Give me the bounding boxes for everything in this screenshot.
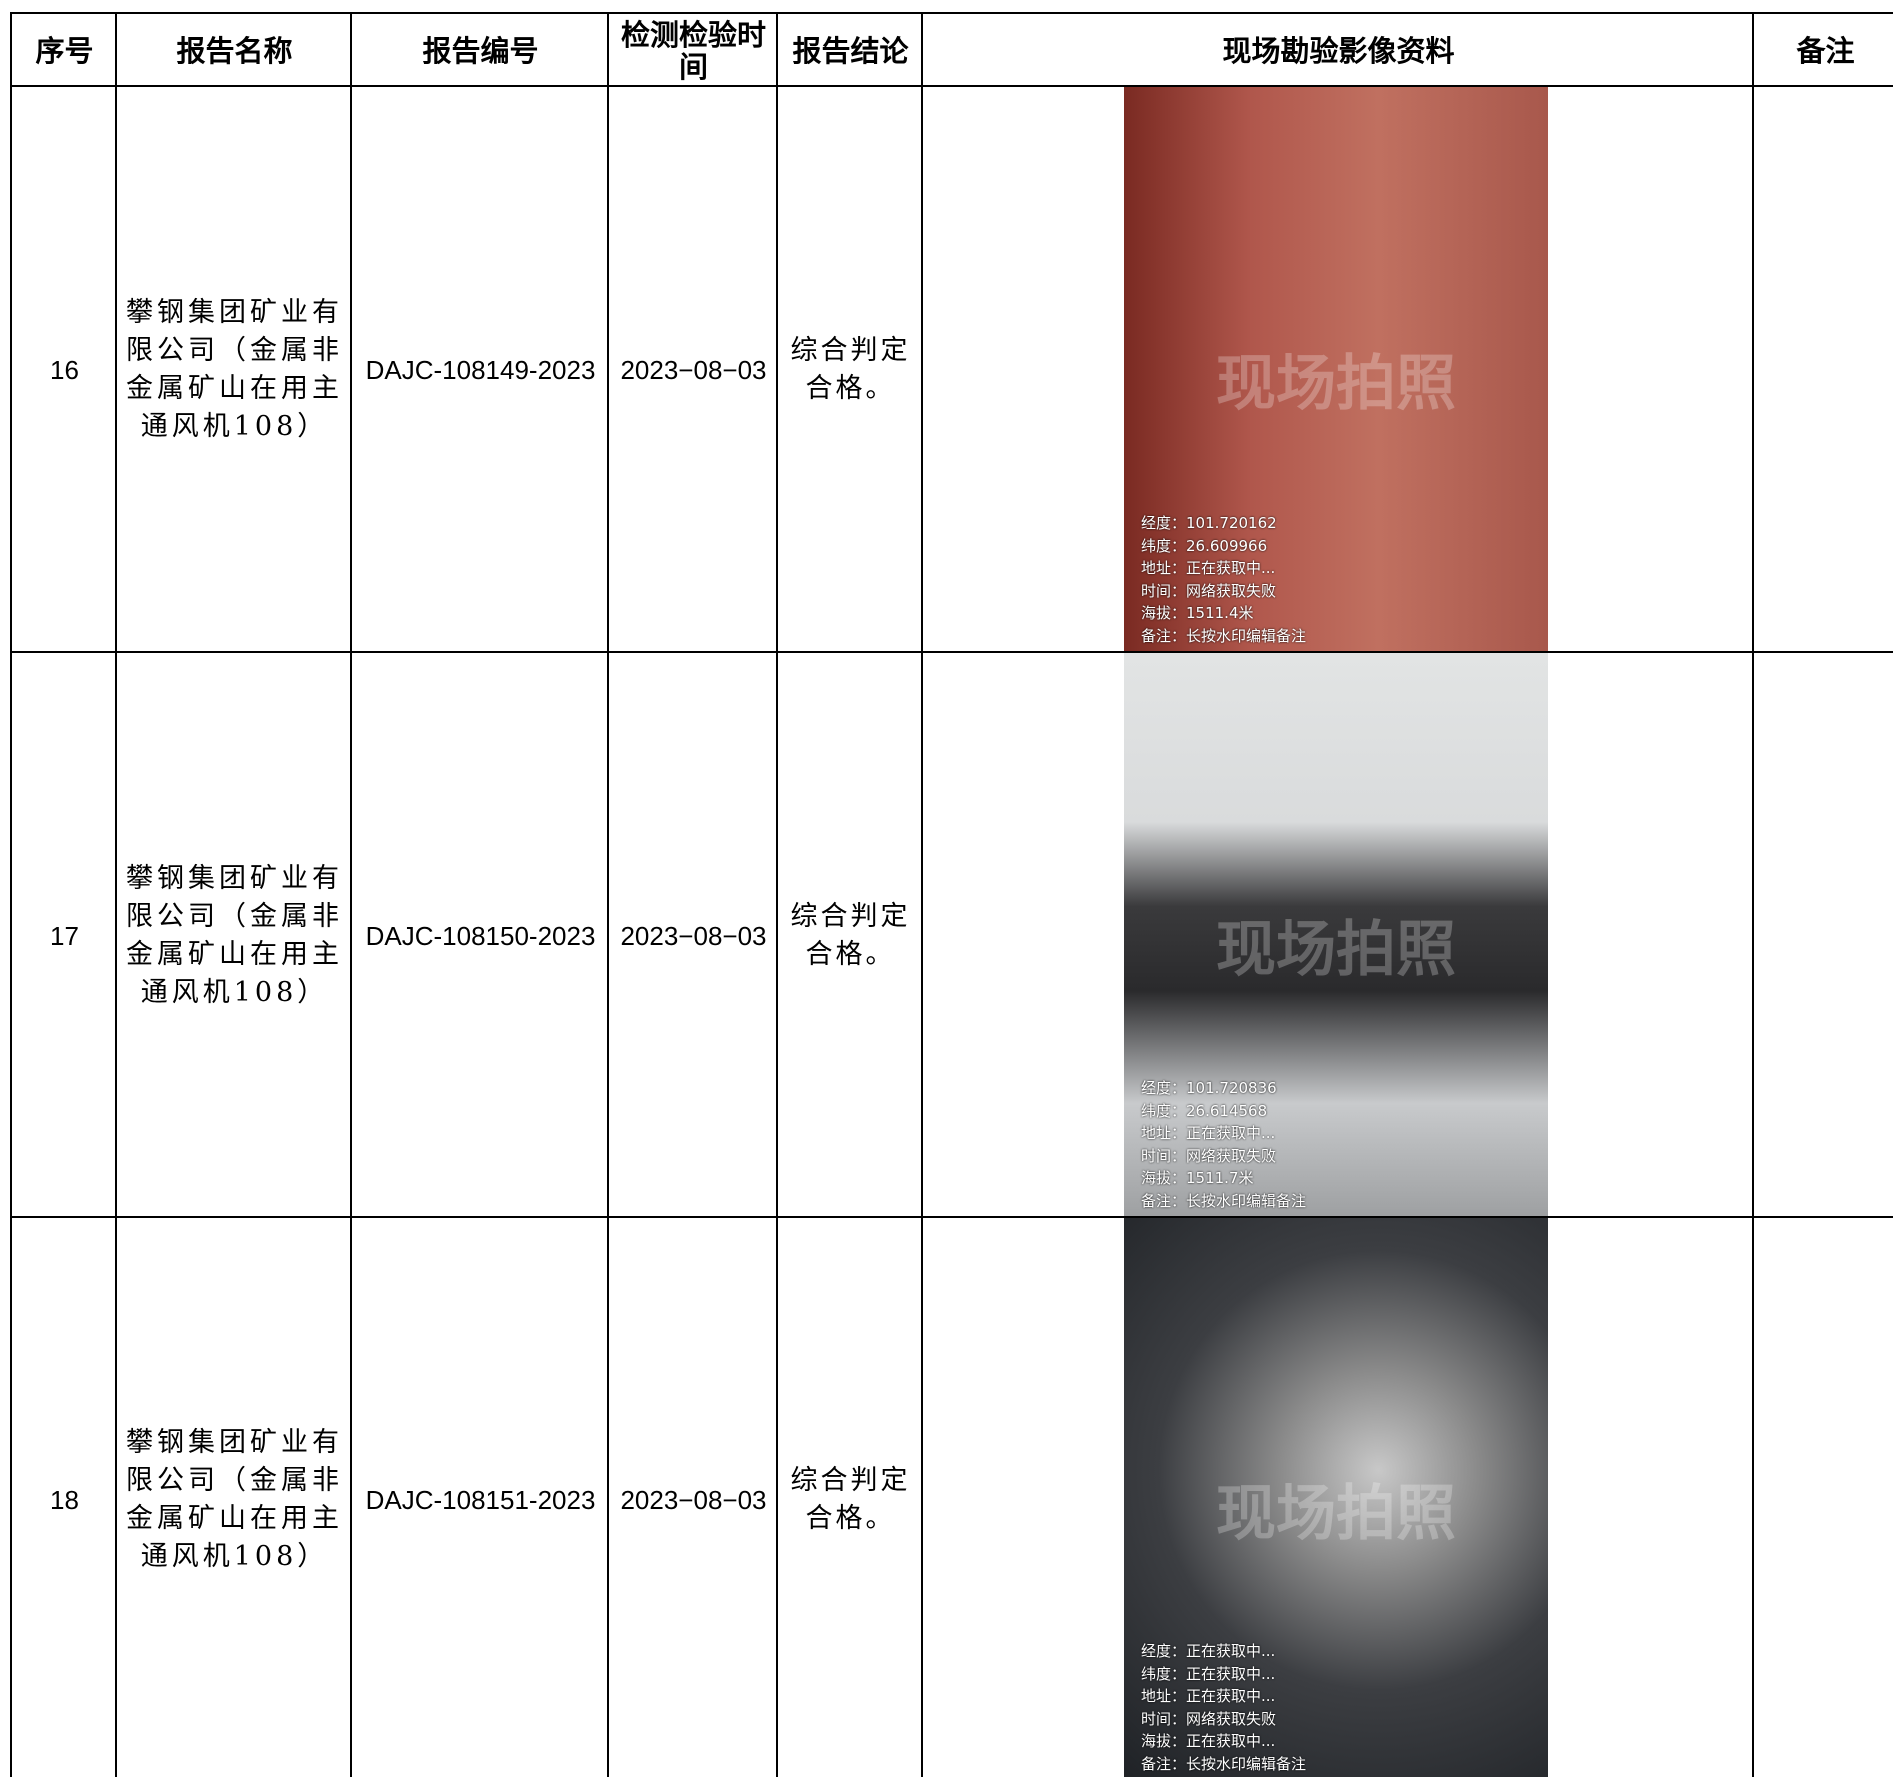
text: 经度：101.720836: [1141, 1079, 1277, 1097]
text: 综合判定合格。: [790, 900, 911, 970]
text: 报告编号: [422, 33, 539, 68]
text: DAJC-108149-2023: [365, 355, 596, 385]
text: 经度：正在获取中...: [1141, 1642, 1276, 1660]
text: 现场勘验影像资料: [1222, 33, 1455, 68]
table-cell: DAJC-108149-2023: [350, 85, 609, 653]
text: 攀钢集团矿业有限公司（金属非金属矿山在用主通风机108）: [126, 862, 343, 1008]
header-cell: 报告名称: [115, 12, 352, 87]
table-cell: 综合判定合格。: [776, 85, 923, 653]
overlay-line: 海拔：正在获取中...: [1141, 1730, 1306, 1753]
table-cell: 综合判定合格。: [776, 651, 923, 1218]
table-cell: 16: [10, 85, 117, 653]
overlay-line: 地址：正在获取中...: [1141, 1122, 1306, 1145]
photo-overlay: 经度：101.720162 纬度：26.609966 地址：正在获取中... 时间：网…: [1141, 512, 1306, 647]
overlay-line: 地址：正在获取中...: [1141, 1685, 1306, 1708]
text: 经度：101.720162: [1141, 514, 1277, 532]
table-cell: 攀钢集团矿业有限公司（金属非金属矿山在用主通风机108）: [115, 651, 352, 1218]
text: 时间：网络获取失败: [1141, 1146, 1277, 1165]
text: DAJC-108151-2023: [365, 1484, 596, 1515]
table-cell: [1752, 85, 1893, 653]
text: 攀钢集团矿业有限公司（金属非金属矿山在用主通风机108）: [126, 1426, 343, 1572]
table-cell: DAJC-108151-2023: [350, 1216, 609, 1777]
overlay-line: 纬度：26.609966: [1141, 535, 1306, 558]
text: 17: [50, 920, 79, 951]
text: 现场拍照: [1216, 349, 1456, 420]
table-cell: 攀钢集团矿业有限公司（金属非金属矿山在用主通风机108）: [115, 1216, 352, 1777]
overlay-line: 备注：长按水印编辑备注: [1141, 1753, 1306, 1776]
table-cell: 2023−08−03: [607, 85, 778, 653]
photo-overlay: 经度：正在获取中... 纬度：正在获取中... 地址：正在获取中... 时间：网络获取…: [1141, 1640, 1306, 1775]
text: 2023−08−03: [620, 920, 767, 951]
watermark: 现场拍照: [1124, 1465, 1548, 1552]
overlay-line: 海拔：1511.7米: [1141, 1167, 1306, 1190]
overlay-line: 经度：正在获取中...: [1141, 1640, 1306, 1663]
text: 报告名称: [176, 33, 293, 68]
overlay-line: 纬度：正在获取中...: [1141, 1663, 1306, 1686]
text: 现场拍照: [1216, 1478, 1456, 1549]
text: 时间：网络获取失败: [1141, 581, 1277, 600]
table-cell: [921, 651, 1754, 1218]
table-cell: 2023−08−03: [607, 1216, 778, 1777]
table-cell: 17: [10, 651, 117, 1218]
text: 纬度：26.614568: [1141, 1101, 1268, 1120]
text: 序号: [35, 33, 94, 68]
table-cell: 攀钢集团矿业有限公司（金属非金属矿山在用主通风机108）: [115, 85, 352, 653]
text: 备注：长按水印编辑备注: [1141, 1754, 1307, 1773]
text: 综合判定合格。: [790, 335, 911, 404]
watermark: 现场拍照: [1124, 335, 1548, 422]
text: 纬度：正在获取中...: [1141, 1664, 1276, 1683]
text: 备注：长按水印编辑备注: [1141, 626, 1307, 645]
text: 2023−08−03: [620, 1484, 767, 1515]
text: 2023−08−03: [620, 355, 767, 385]
site-photo: 现场拍照经度：101.720162 纬度：26.609966 地址：正在获取中...…: [1124, 87, 1548, 651]
header-cell: 现场勘验影像资料: [921, 12, 1754, 87]
text: 备注: [1796, 33, 1855, 68]
table-cell: [1752, 1216, 1893, 1777]
text: 海拔：正在获取中...: [1141, 1732, 1276, 1750]
overlay-line: 时间：网络获取失败: [1141, 1708, 1306, 1731]
header-cell: 报告结论: [776, 12, 923, 87]
overlay-line: 经度：101.720162: [1141, 512, 1306, 535]
table-cell: [921, 85, 1754, 653]
overlay-line: 备注：长按水印编辑备注: [1141, 1190, 1306, 1213]
text: 地址：正在获取中...: [1141, 1687, 1276, 1705]
overlay-line: 地址：正在获取中...: [1141, 557, 1306, 580]
overlay-line: 海拔：1511.4米: [1141, 602, 1306, 625]
text: DAJC-108150-2023: [365, 920, 596, 951]
table-cell: 综合判定合格。: [776, 1216, 923, 1777]
table-cell: 18: [10, 1216, 117, 1777]
header-cell: 备注: [1752, 12, 1893, 87]
text: 地址：正在获取中...: [1141, 1124, 1276, 1142]
table-cell: [1752, 651, 1893, 1218]
header-cell: 报告编号: [350, 12, 609, 87]
table-cell: DAJC-108150-2023: [350, 651, 609, 1218]
text: 海拔：1511.7米: [1141, 1169, 1254, 1187]
text: 综合判定合格。: [790, 1464, 911, 1534]
text: 报告结论: [792, 33, 909, 68]
overlay-line: 时间：网络获取失败: [1141, 1145, 1306, 1168]
header-cell: 序号: [10, 12, 117, 87]
overlay-line: 经度：101.720836: [1141, 1077, 1306, 1100]
text: 时间：网络获取失败: [1141, 1709, 1277, 1728]
overlay-line: 纬度：26.614568: [1141, 1100, 1306, 1123]
overlay-line: 时间：网络获取失败: [1141, 580, 1306, 603]
text: 16: [50, 355, 79, 385]
site-photo: 现场拍照经度：101.720836 纬度：26.614568 地址：正在获取中...…: [1124, 653, 1548, 1216]
text: 18: [50, 1484, 79, 1515]
text: 海拔：1511.4米: [1141, 604, 1254, 622]
photo-overlay: 经度：101.720836 纬度：26.614568 地址：正在获取中... 时间：网…: [1141, 1077, 1306, 1212]
text: 备注：长按水印编辑备注: [1141, 1191, 1307, 1210]
watermark: 现场拍照: [1124, 901, 1548, 988]
text: 纬度：26.609966: [1141, 536, 1268, 555]
table-cell: [921, 1216, 1754, 1777]
site-photo: 现场拍照经度：正在获取中... 纬度：正在获取中... 地址：正在获取中... 时间：…: [1124, 1218, 1548, 1777]
text: 攀钢集团矿业有限公司（金属非金属矿山在用主通风机108）: [126, 297, 343, 442]
table-cell: 2023−08−03: [607, 651, 778, 1218]
text: 检测检验时间: [620, 17, 766, 84]
header-cell: 检测检验时间: [607, 12, 778, 87]
text: 地址：正在获取中...: [1141, 559, 1276, 577]
overlay-line: 备注：长按水印编辑备注: [1141, 625, 1306, 648]
text: 现场拍照: [1216, 914, 1456, 985]
